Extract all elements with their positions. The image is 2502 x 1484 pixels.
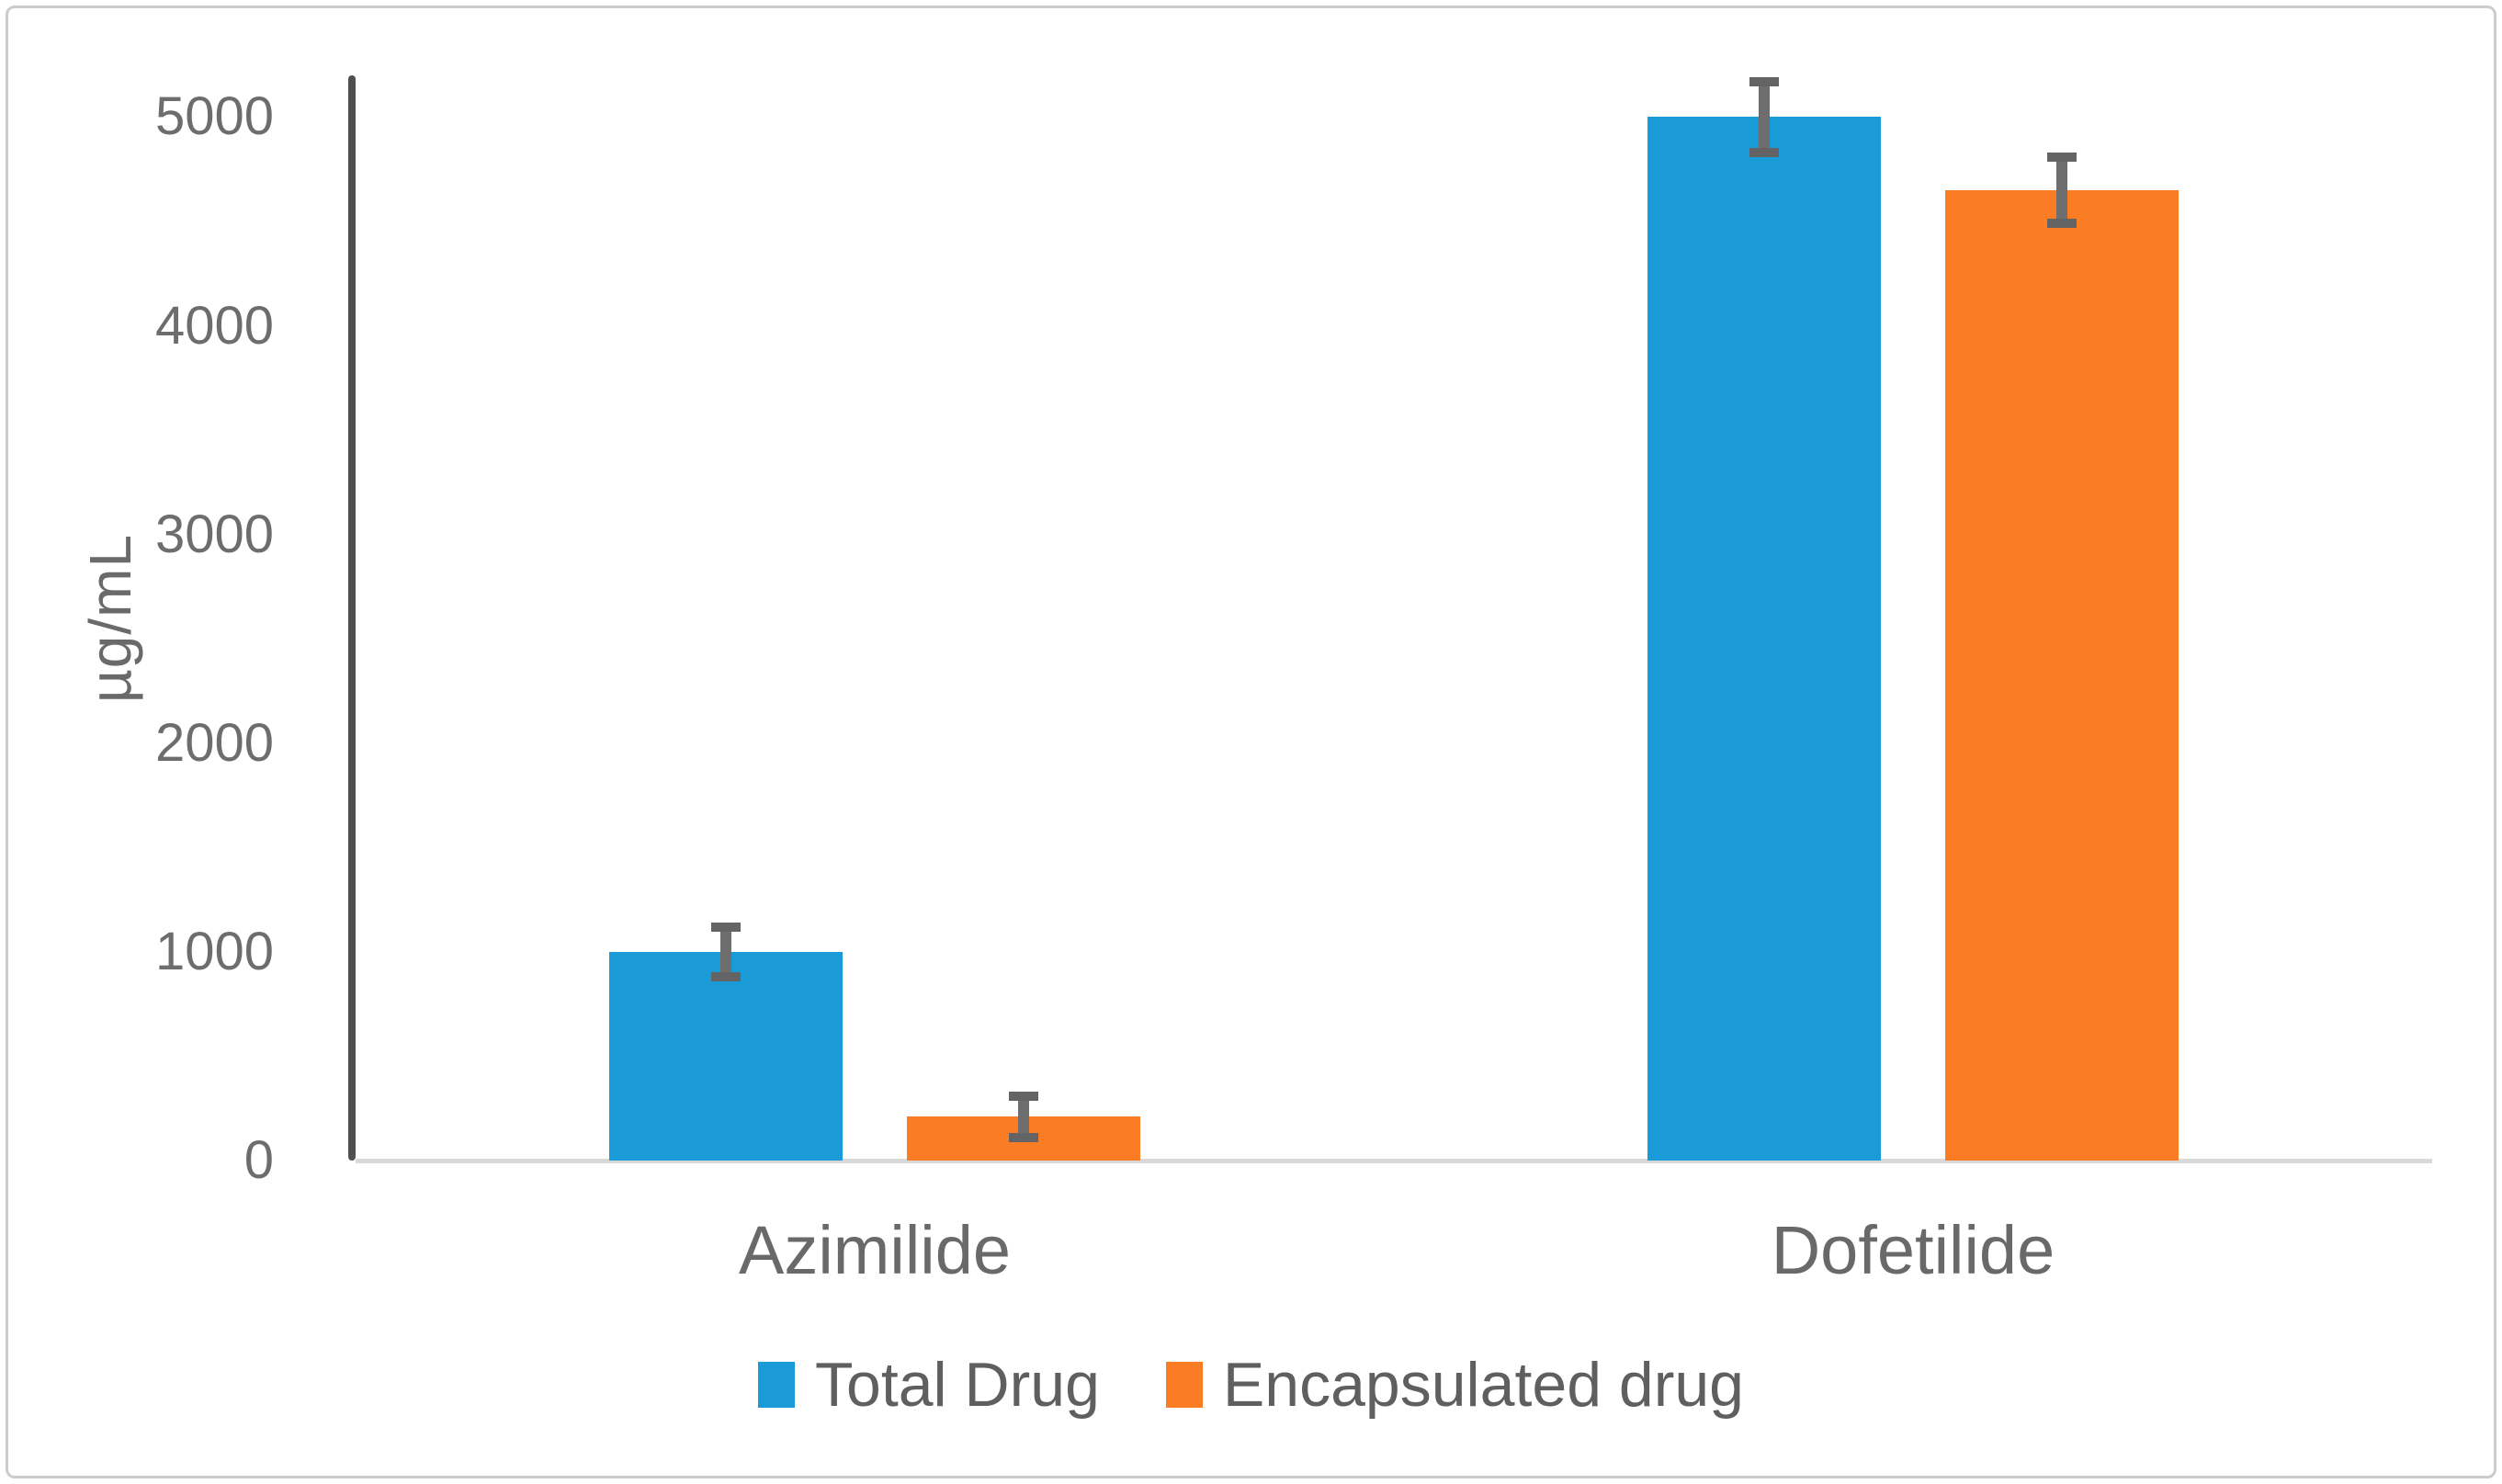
legend-label: Total Drug	[815, 1350, 1100, 1420]
error-bar-stem	[2056, 153, 2067, 228]
error-bar-stem	[1018, 1092, 1029, 1142]
error-bar	[711, 923, 741, 981]
y-tick-label: 2000	[154, 712, 274, 773]
error-bar	[2047, 153, 2077, 228]
y-tick-label: 5000	[154, 86, 274, 147]
error-bar-stem	[1759, 77, 1770, 157]
error-bar	[1009, 1092, 1038, 1142]
y-tick-label: 3000	[154, 504, 274, 564]
error-bar	[1749, 77, 1779, 157]
legend-swatch	[758, 1362, 795, 1408]
error-bar-cap-bottom	[1009, 1132, 1038, 1142]
bar-azimilide-total	[609, 951, 843, 1161]
legend-label: Encapsulated drug	[1222, 1350, 1744, 1420]
y-tick-label: 4000	[154, 295, 274, 356]
error-bar-cap-top	[1749, 77, 1779, 87]
y-axis-line	[348, 75, 356, 1161]
error-bar-cap-bottom	[1749, 147, 1779, 157]
y-axis-tick-labels: 0 1000 2000 3000 4000 5000	[138, 75, 312, 1187]
error-bar-cap-top	[711, 923, 741, 933]
y-tick-label: 0	[243, 1130, 274, 1190]
error-bar-stem	[720, 923, 731, 981]
y-tick-label: 1000	[154, 921, 274, 981]
legend-item: Total Drug	[758, 1349, 1100, 1421]
legend-swatch	[1165, 1362, 1203, 1408]
legend-item: Encapsulated drug	[1165, 1349, 1744, 1421]
x-axis-line	[356, 1159, 2432, 1163]
bar-dofetilide-encapsulated	[1945, 189, 2179, 1161]
error-bar-cap-top	[2047, 153, 2077, 163]
error-bar-cap-top	[1009, 1092, 1038, 1102]
category-label-dofetilide: Dofetilide	[1771, 1212, 2055, 1288]
x-axis-category-labels: Azimilide Dofetilide	[356, 1202, 2432, 1298]
category-label-azimilide: Azimilide	[738, 1212, 1012, 1288]
bar-dofetilide-total	[1647, 117, 1881, 1161]
legend: Total Drug Encapsulated drug	[0, 1334, 2502, 1435]
error-bar-cap-bottom	[2047, 218, 2077, 228]
plot-area	[348, 75, 2432, 1163]
y-axis-title: µg/mL	[77, 533, 143, 703]
error-bar-cap-bottom	[711, 971, 741, 981]
